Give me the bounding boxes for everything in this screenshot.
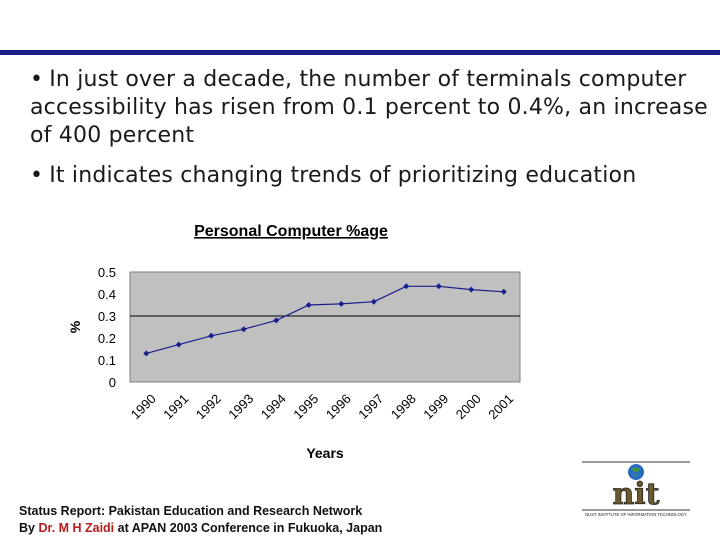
- data-point-marker: [305, 302, 312, 308]
- bullet-glyph: •: [30, 67, 44, 92]
- footer-author: Dr. M H Zaidi: [38, 521, 115, 535]
- data-point-marker: [175, 341, 182, 348]
- data-point-marker: [208, 332, 215, 339]
- bullet-item: • It indicates changing trends of priorit…: [30, 162, 710, 190]
- y-tick-label: 0.3: [98, 309, 116, 324]
- chart-title: Personal Computer %age: [194, 223, 388, 240]
- footer: Status Report: Pakistan Education and Re…: [19, 503, 382, 537]
- data-point-marker: [435, 283, 442, 290]
- nit-logo: nit NUST INSTITUTE OF INFORMATION TECHNO…: [582, 461, 690, 517]
- data-point-marker: [468, 286, 475, 293]
- y-tick-label: 0.1: [98, 353, 116, 368]
- bullet-text: In just over a decade, the number of ter…: [30, 67, 708, 148]
- data-point-marker: [370, 298, 377, 305]
- x-tick-label: 1999: [420, 391, 451, 422]
- y-tick-label: 0: [109, 375, 116, 390]
- data-point-marker: [403, 283, 410, 290]
- y-tick-label: 0.2: [98, 331, 116, 346]
- x-tick-label: 1995: [290, 391, 321, 422]
- bullet-list: • In just over a decade, the number of te…: [30, 66, 710, 202]
- bullet-text: It indicates changing trends of prioriti…: [49, 163, 637, 188]
- data-point-marker: [338, 300, 345, 307]
- footer-venue: at APAN 2003 Conference in Fukuoka, Japa…: [114, 521, 383, 535]
- logo-wordmark: nit: [612, 477, 659, 512]
- logo-tagline: NUST INSTITUTE OF INFORMATION TECHNOLOGY: [585, 512, 687, 517]
- data-point-marker: [240, 326, 247, 333]
- bullet-glyph: •: [30, 163, 44, 188]
- data-point-marker: [143, 350, 150, 357]
- x-tick-label: 1993: [225, 391, 256, 422]
- x-tick-label: 2001: [485, 391, 516, 422]
- footer-by: By: [19, 521, 39, 535]
- footer-line-2: By Dr. M H Zaidi at APAN 2003 Conference…: [19, 520, 382, 537]
- x-tick-label: 1991: [160, 391, 191, 422]
- y-axis-label: %: [67, 320, 83, 333]
- data-point-marker: [273, 317, 280, 324]
- x-tick-label: 1997: [355, 391, 386, 422]
- x-tick-label: 2000: [453, 391, 484, 422]
- plot-area: [129, 271, 521, 383]
- x-tick-label: 1996: [323, 391, 354, 422]
- y-tick-label: 0.4: [98, 287, 116, 302]
- x-axis-label: Years: [306, 445, 344, 461]
- x-tick-label: 1998: [388, 391, 419, 422]
- title-underline-rule: [0, 50, 720, 55]
- x-tick-label: 1992: [193, 391, 224, 422]
- x-tick-label: 1994: [258, 391, 289, 422]
- x-tick-label: 1990: [128, 391, 159, 422]
- bullet-item: • In just over a decade, the number of te…: [30, 66, 710, 150]
- y-tick-label: 0.5: [98, 265, 116, 280]
- data-point-marker: [500, 288, 507, 295]
- series-line: [146, 285, 504, 354]
- footer-line-1: Status Report: Pakistan Education and Re…: [19, 504, 363, 518]
